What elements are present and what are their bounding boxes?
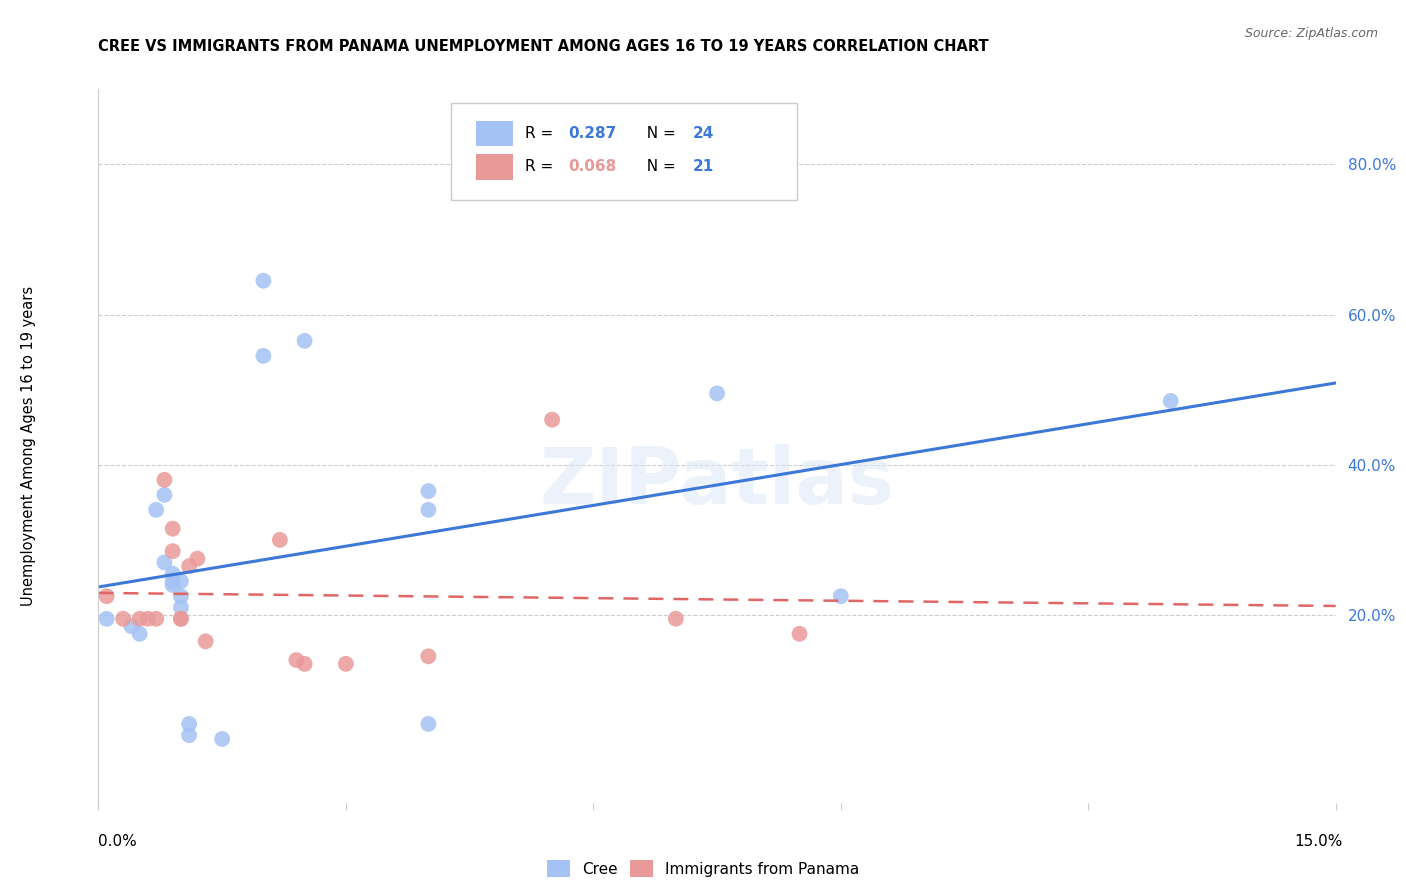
Point [112, 612, 135, 626]
Point [294, 334, 316, 348]
Text: Source: ZipAtlas.com: Source: ZipAtlas.com [1244, 27, 1378, 40]
Point [541, 413, 564, 427]
Point [335, 657, 357, 671]
Point [162, 578, 184, 592]
Point [418, 649, 440, 664]
Point [170, 589, 193, 603]
Text: 15.0%: 15.0% [1295, 834, 1343, 849]
Point [128, 627, 150, 641]
Point [170, 600, 193, 615]
Text: R =: R = [526, 126, 558, 141]
Point [211, 731, 233, 746]
FancyBboxPatch shape [475, 154, 513, 180]
Text: 0.287: 0.287 [568, 126, 617, 141]
Point [285, 653, 308, 667]
Point [128, 612, 150, 626]
Text: 0.0%: 0.0% [98, 834, 138, 849]
Point [145, 612, 167, 626]
Point [170, 574, 193, 589]
Text: N =: N = [637, 126, 681, 141]
Text: 21: 21 [692, 160, 714, 175]
Point [153, 488, 176, 502]
Point [179, 559, 201, 574]
Point [179, 717, 201, 731]
Point [1160, 393, 1182, 408]
Point [194, 634, 217, 648]
Point [162, 522, 184, 536]
Point [830, 589, 852, 603]
FancyBboxPatch shape [475, 120, 513, 146]
Point [153, 473, 176, 487]
Point [418, 717, 440, 731]
Point [136, 612, 159, 626]
Text: N =: N = [637, 160, 681, 175]
Point [294, 657, 316, 671]
Point [665, 612, 688, 626]
Point [418, 484, 440, 499]
Point [145, 503, 167, 517]
Point [96, 589, 118, 603]
Text: 24: 24 [692, 126, 714, 141]
Legend: Cree, Immigrants from Panama: Cree, Immigrants from Panama [538, 853, 868, 884]
FancyBboxPatch shape [451, 103, 797, 200]
Text: ZIPatlas: ZIPatlas [540, 443, 894, 520]
Point [162, 566, 184, 581]
Point [162, 574, 184, 589]
Text: Unemployment Among Ages 16 to 19 years: Unemployment Among Ages 16 to 19 years [21, 286, 35, 606]
Point [252, 349, 274, 363]
Text: R =: R = [526, 160, 558, 175]
Point [186, 551, 208, 566]
Text: CREE VS IMMIGRANTS FROM PANAMA UNEMPLOYMENT AMONG AGES 16 TO 19 YEARS CORRELATIO: CREE VS IMMIGRANTS FROM PANAMA UNEMPLOYM… [98, 38, 988, 54]
Point [170, 612, 193, 626]
Point [153, 556, 176, 570]
Point [179, 728, 201, 742]
Point [252, 274, 274, 288]
Point [120, 619, 142, 633]
Point [706, 386, 728, 401]
Point [96, 612, 118, 626]
Point [269, 533, 291, 547]
Point [418, 503, 440, 517]
Point [162, 544, 184, 558]
Point [789, 627, 811, 641]
Point [170, 612, 193, 626]
Text: 0.068: 0.068 [568, 160, 617, 175]
